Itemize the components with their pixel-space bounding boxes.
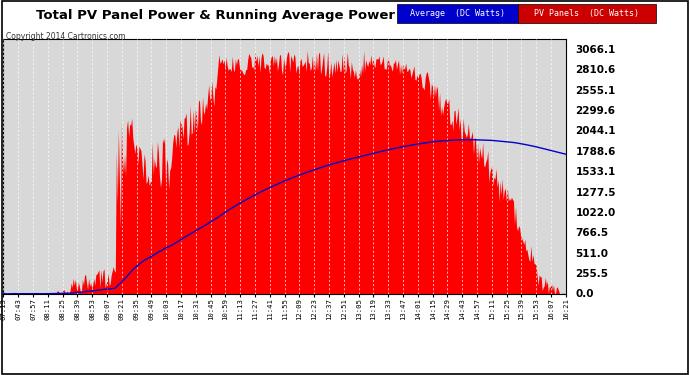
Text: 2299.6: 2299.6 [575,106,615,116]
Text: 2810.6: 2810.6 [575,65,615,75]
Text: Copyright 2014 Cartronics.com: Copyright 2014 Cartronics.com [6,32,125,41]
Text: 3066.1: 3066.1 [575,45,615,55]
Text: Average  (DC Watts): Average (DC Watts) [410,9,504,18]
Text: 766.5: 766.5 [575,228,609,238]
Text: 2555.1: 2555.1 [575,86,615,96]
Text: 255.5: 255.5 [575,269,609,279]
Text: 1022.0: 1022.0 [575,208,615,218]
Text: 2044.1: 2044.1 [575,126,616,136]
Text: 1533.1: 1533.1 [575,167,615,177]
Text: Total PV Panel Power & Running Average Power Thu Dec 11 16:26: Total PV Panel Power & Running Average P… [36,9,530,22]
Text: PV Panels  (DC Watts): PV Panels (DC Watts) [534,9,639,18]
Text: 1788.6: 1788.6 [575,147,616,157]
Text: 511.0: 511.0 [575,249,609,259]
Text: 0.0: 0.0 [575,290,594,299]
Text: 1277.5: 1277.5 [575,188,616,198]
